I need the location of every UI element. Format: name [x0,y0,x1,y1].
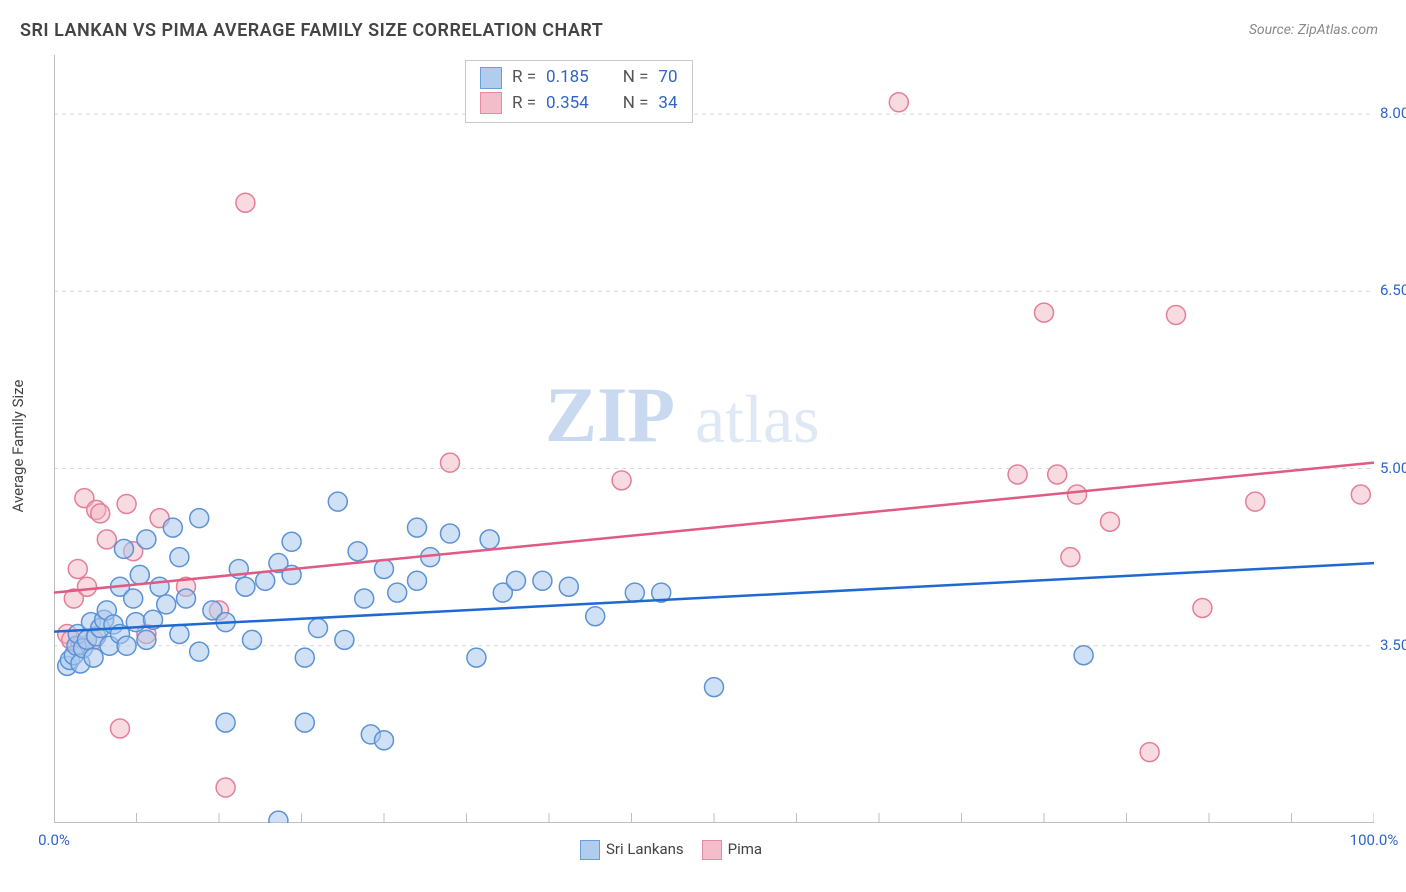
data-point-sri_lankans [559,577,578,596]
data-point-pima [1068,485,1087,504]
data-point-pima [889,93,908,112]
x-tick-label: 100.0% [1350,831,1399,849]
data-point-pima [1246,492,1265,511]
data-point-sri_lankans [375,731,394,750]
data-point-sri_lankans [625,583,644,602]
y-tick-label: 5.00 [1380,459,1406,477]
chart-title: SRI LANKAN VS PIMA AVERAGE FAMILY SIZE C… [20,20,603,41]
data-point-sri_lankans [295,648,314,667]
data-point-sri_lankans [130,565,149,584]
data-point-sri_lankans [137,530,156,549]
y-tick-label: 3.50 [1380,636,1406,654]
stats-r-label: R = [512,65,536,91]
data-point-sri_lankans [408,571,427,590]
data-point-sri_lankans [705,678,724,697]
source-name: ZipAtlas.com [1298,22,1378,38]
data-point-sri_lankans [375,559,394,578]
source-prefix: Source: [1249,22,1298,38]
data-point-pima [1193,598,1212,617]
data-point-sri_lankans [150,577,169,596]
data-point-sri_lankans [309,619,328,638]
data-point-sri_lankans [177,589,196,608]
y-tick-label: 8.00 [1380,104,1406,122]
data-point-sri_lankans [84,648,103,667]
series-legend: Sri Lankans Pima [580,840,762,860]
data-point-pima [1008,465,1027,484]
data-point-sri_lankans [295,713,314,732]
source-attribution: Source: ZipAtlas.com [1249,22,1378,38]
data-point-sri_lankans [533,571,552,590]
data-point-sri_lankans [256,571,275,590]
data-point-sri_lankans [282,532,301,551]
legend-item-pima: Pima [702,840,762,860]
data-point-pima [1351,485,1370,504]
data-point-sri_lankans [355,589,374,608]
data-point-sri_lankans [480,530,499,549]
data-point-sri_lankans [137,630,156,649]
stats-r-label: R = [512,91,536,117]
data-point-sri_lankans [388,583,407,602]
data-point-sri_lankans [328,492,347,511]
data-point-pima [612,471,631,490]
legend-label-pima: Pima [728,840,762,858]
data-point-sri_lankans [507,571,526,590]
stats-row-sri_lankans: R = 0.185 N = 70 [480,65,678,91]
data-point-sri_lankans [190,509,209,528]
data-point-sri_lankans [269,811,288,823]
stats-n-value-sri_lankans: 70 [658,65,677,91]
data-point-sri_lankans [190,642,209,661]
stats-n-value-pima: 34 [658,91,677,117]
data-point-sri_lankans [1074,646,1093,665]
data-point-pima [1167,305,1186,324]
scatter-plot [54,55,1374,823]
data-point-pima [97,530,116,549]
data-point-pima [1061,548,1080,567]
data-point-sri_lankans [157,595,176,614]
y-axis-label: Average Family Size [9,380,27,513]
correlation-stats-box: R = 0.185 N = 70 R = 0.354 N = 34 [465,60,693,123]
data-point-sri_lankans [163,518,182,537]
data-point-pima [117,494,136,513]
data-point-pima [236,193,255,212]
data-point-sri_lankans [586,607,605,626]
data-point-pima [1035,303,1054,322]
stats-swatch-pima [480,92,502,114]
data-point-sri_lankans [216,713,235,732]
data-point-sri_lankans [243,630,262,649]
data-point-sri_lankans [124,589,143,608]
data-point-sri_lankans [170,548,189,567]
data-point-sri_lankans [335,630,354,649]
data-point-pima [441,453,460,472]
data-point-sri_lankans [114,539,133,558]
legend-swatch-sri_lankans [580,840,600,860]
data-point-sri_lankans [348,542,367,561]
legend-item-sri_lankans: Sri Lankans [580,840,684,860]
data-point-pima [216,778,235,797]
stats-row-pima: R = 0.354 N = 34 [480,91,678,117]
data-point-sri_lankans [117,636,136,655]
stats-n-label: N = [623,91,649,117]
data-point-sri_lankans [170,624,189,643]
stats-n-label: N = [623,65,649,91]
data-point-sri_lankans [467,648,486,667]
data-point-pima [1140,743,1159,762]
stats-swatch-sri_lankans [480,67,502,89]
stats-r-value-sri_lankans: 0.185 [546,65,589,91]
y-tick-label: 6.50 [1380,281,1406,299]
data-point-pima [78,577,97,596]
data-point-sri_lankans [408,518,427,537]
data-point-sri_lankans [236,577,255,596]
legend-swatch-pima [702,840,722,860]
data-point-sri_lankans [441,524,460,543]
x-tick-label: 0.0% [38,831,70,849]
data-point-pima [1048,465,1067,484]
data-point-pima [1101,512,1120,531]
data-point-pima [91,504,110,523]
data-point-pima [111,719,130,738]
legend-label-sri_lankans: Sri Lankans [606,840,684,858]
stats-r-value-pima: 0.354 [546,91,589,117]
data-point-pima [68,559,87,578]
